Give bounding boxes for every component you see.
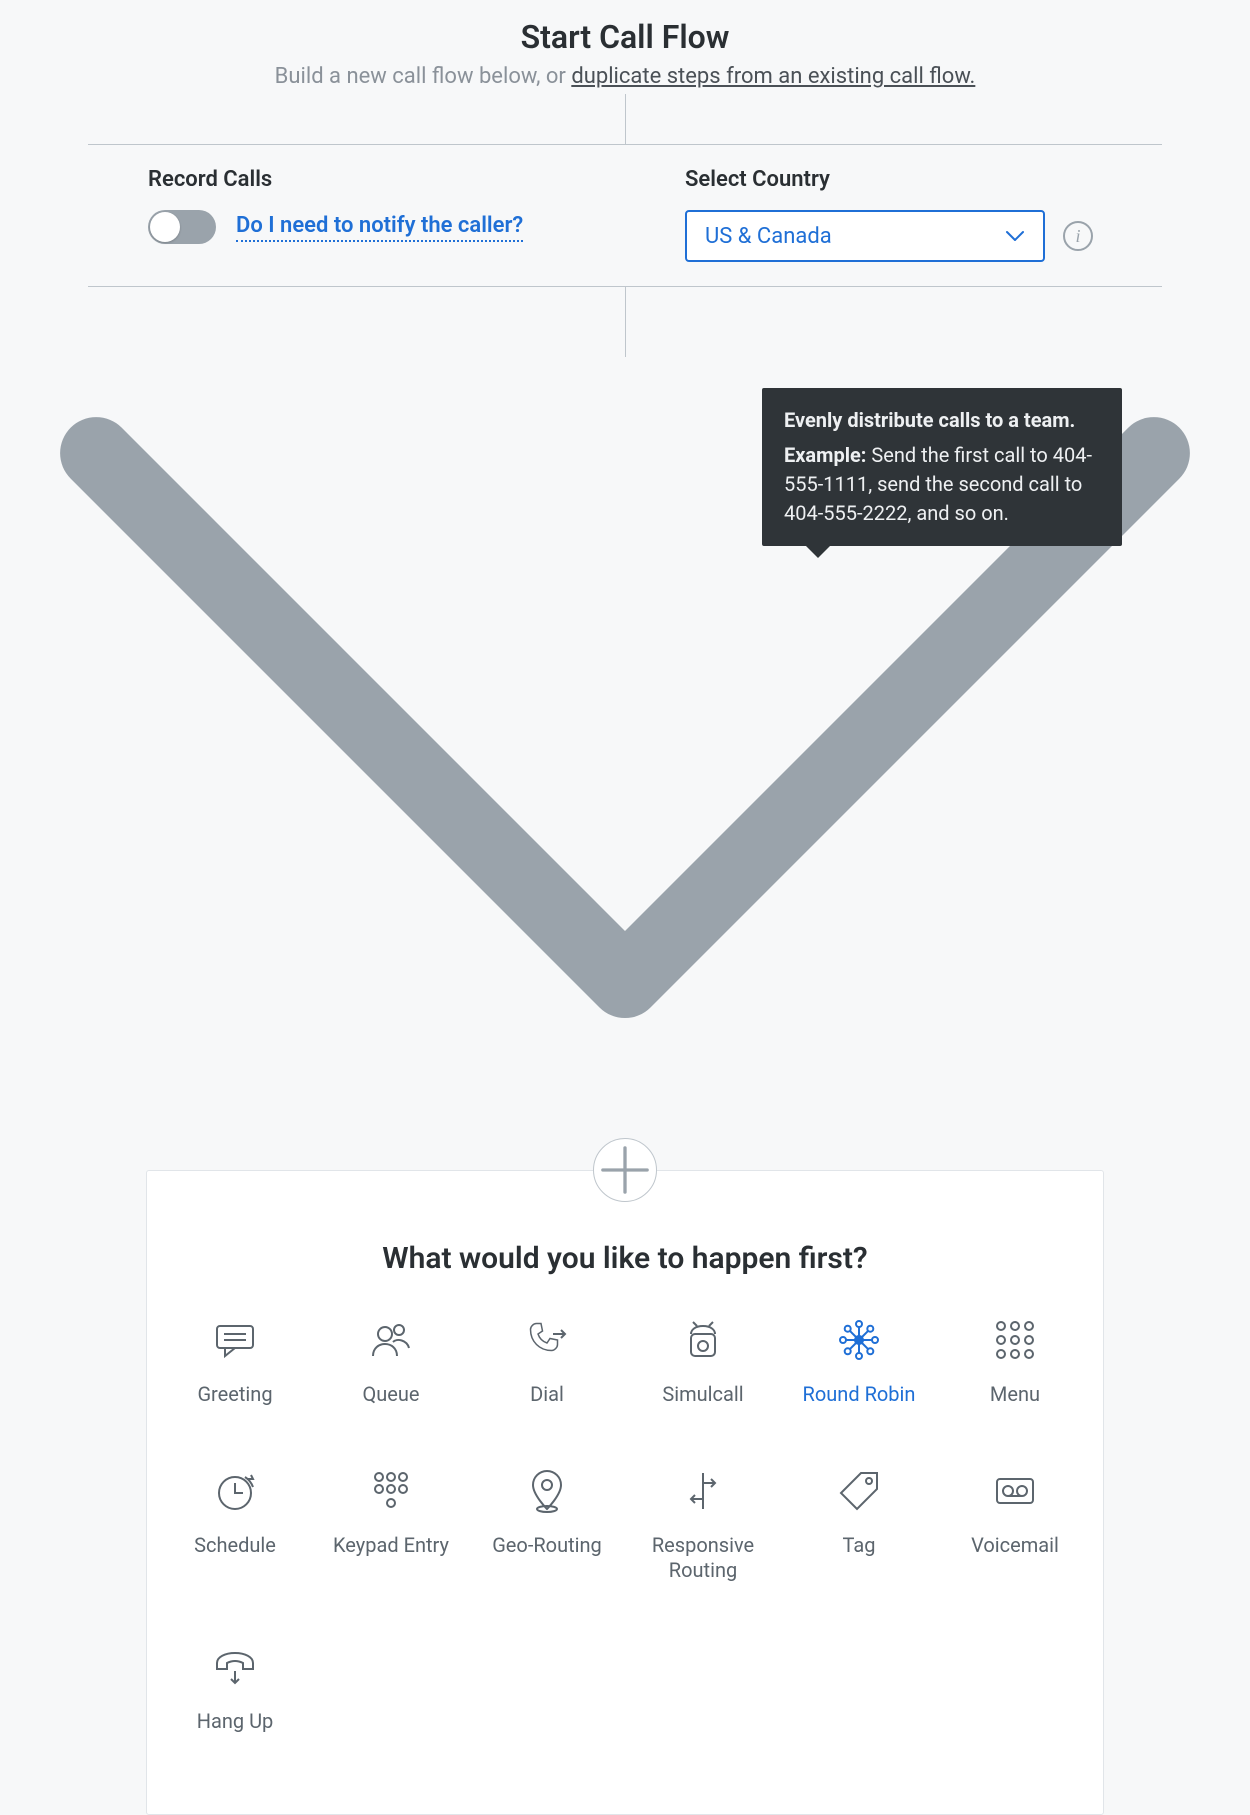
select-country-label: Select Country <box>685 167 1102 192</box>
step-label: Dial <box>530 1382 564 1407</box>
step-tag[interactable]: Tag <box>781 1467 937 1583</box>
toggle-knob <box>150 212 180 242</box>
step-label: Geo-Routing <box>492 1533 602 1558</box>
country-info-icon[interactable]: i <box>1063 221 1093 251</box>
step-hangup[interactable]: Hang Up <box>157 1643 313 1734</box>
hangup-icon <box>211 1643 259 1691</box>
menu-icon <box>991 1316 1039 1364</box>
step-roundrobin[interactable]: Round Robin <box>781 1316 937 1407</box>
roundrobin-tooltip: Evenly distribute calls to a team. Examp… <box>762 388 1122 546</box>
tooltip-example-label: Example: <box>784 443 866 467</box>
record-calls-label: Record Calls <box>148 167 565 192</box>
step-label: Schedule <box>194 1533 276 1558</box>
step-queue[interactable]: Queue <box>313 1316 469 1407</box>
queue-icon <box>367 1316 415 1364</box>
connector-line <box>625 94 626 144</box>
card-title: What would you like to happen first? <box>157 1241 1093 1276</box>
dial-icon <box>523 1316 571 1364</box>
schedule-icon <box>211 1467 259 1515</box>
responsive-icon <box>679 1467 727 1515</box>
page-title: Start Call Flow <box>0 18 1250 56</box>
step-label: Menu <box>990 1382 1040 1407</box>
steps-card: What would you like to happen first? Gre… <box>146 1170 1104 1815</box>
georouting-icon <box>523 1467 571 1515</box>
step-keypad[interactable]: Keypad Entry <box>313 1467 469 1583</box>
simulcall-icon <box>679 1316 727 1364</box>
step-label: Round Robin <box>803 1382 916 1407</box>
keypad-icon <box>367 1467 415 1515</box>
notify-caller-link[interactable]: Do I need to notify the caller? <box>236 213 523 242</box>
step-label: Responsive Routing <box>631 1533 775 1583</box>
step-label: Queue <box>362 1382 419 1407</box>
subtitle-prefix: Build a new call flow below, or <box>275 64 572 89</box>
tooltip-title: Evenly distribute calls to a team. <box>784 406 1100 435</box>
add-step-button[interactable] <box>593 1138 657 1202</box>
country-selected-value: US & Canada <box>705 224 832 249</box>
step-label: Tag <box>843 1533 876 1558</box>
voicemail-icon <box>991 1467 1039 1515</box>
record-calls-toggle[interactable] <box>148 210 216 244</box>
greeting-icon <box>211 1316 259 1364</box>
roundrobin-icon <box>835 1316 883 1364</box>
step-responsive[interactable]: Responsive Routing <box>625 1467 781 1583</box>
page-subtitle: Build a new call flow below, or duplicat… <box>0 64 1250 89</box>
step-schedule[interactable]: Schedule <box>157 1467 313 1583</box>
step-label: Greeting <box>197 1382 272 1407</box>
step-georouting[interactable]: Geo-Routing <box>469 1467 625 1583</box>
step-simulcall[interactable]: Simulcall <box>625 1316 781 1407</box>
step-label: Simulcall <box>662 1382 743 1407</box>
step-menu[interactable]: Menu <box>937 1316 1093 1407</box>
step-greeting[interactable]: Greeting <box>157 1316 313 1407</box>
tag-icon <box>835 1467 883 1515</box>
header: Start Call Flow Build a new call flow be… <box>0 0 1250 89</box>
steps-grid: Greeting Queue Dial Simulcall <box>157 1316 1093 1734</box>
chevron-down-icon <box>1005 227 1025 246</box>
step-label: Keypad Entry <box>333 1533 449 1558</box>
step-voicemail[interactable]: Voicemail <box>937 1467 1093 1583</box>
duplicate-flow-link[interactable]: duplicate steps from an existing call fl… <box>571 64 975 89</box>
step-dial[interactable]: Dial <box>469 1316 625 1407</box>
country-dropdown[interactable]: US & Canada <box>685 210 1045 262</box>
settings-panel: Record Calls Do I need to notify the cal… <box>88 144 1162 287</box>
step-label: Voicemail <box>971 1533 1059 1558</box>
step-label: Hang Up <box>197 1709 274 1734</box>
plus-icon <box>594 1139 656 1201</box>
